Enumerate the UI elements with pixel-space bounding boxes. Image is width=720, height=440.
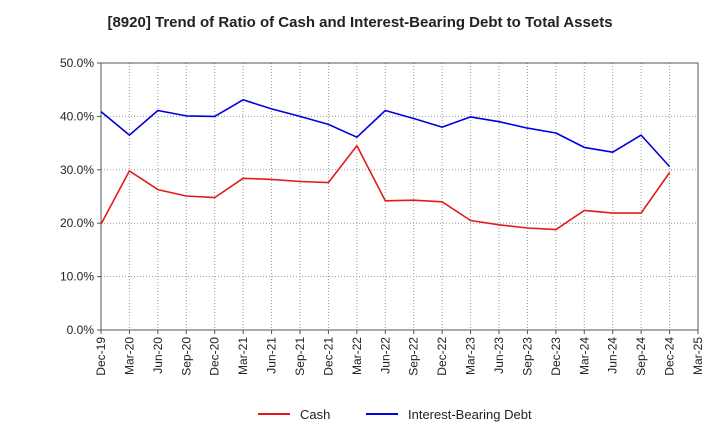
x-tick-label: Mar-21 [236, 337, 250, 375]
x-tick-label: Jun-22 [378, 337, 392, 374]
x-tick-label: Mar-22 [350, 337, 364, 375]
series-lines [100, 99, 671, 231]
x-tick-label: Jun-24 [606, 337, 620, 374]
x-tick-label: Dec-21 [321, 337, 335, 376]
legend: Cash Interest-Bearing Debt [258, 407, 532, 422]
x-tick-label: Mar-20 [122, 337, 136, 375]
x-tick-label: Sep-21 [293, 337, 307, 376]
x-tick-label: Mar-25 [691, 337, 705, 375]
y-tick-label: 40.0% [60, 109, 94, 123]
series-line-cash [100, 145, 671, 231]
y-tick-label: 0.0% [67, 323, 95, 337]
x-tick-label: Jun-21 [265, 337, 279, 374]
x-tick-label: Dec-19 [94, 337, 108, 376]
chart-title: [8920] Trend of Ratio of Cash and Intere… [107, 14, 613, 31]
y-tick-label: 20.0% [60, 216, 94, 230]
x-tick-label: Dec-22 [435, 337, 449, 376]
x-tick-label: Sep-20 [179, 337, 193, 376]
x-tick-label: Dec-20 [208, 337, 222, 376]
y-tick-label: 30.0% [60, 163, 94, 177]
x-axis-ticks: Dec-19 Mar-20 Jun-20 Sep-20 Dec-20 Mar-21 Jun-… [94, 330, 705, 376]
y-tick-label: 10.0% [60, 270, 94, 284]
y-axis-ticks: 0.0% 10.0% 20.0% 30.0% 40.0% 50.0% [60, 56, 101, 337]
y-tick-label: 50.0% [60, 56, 94, 70]
legend-label-interest-bearing-debt: Interest-Bearing Debt [408, 407, 532, 422]
x-tick-label: Mar-24 [577, 337, 591, 375]
series-line-interest-bearing-debt [100, 99, 671, 168]
x-tick-label: Jun-23 [492, 337, 506, 374]
x-tick-label: Jun-20 [151, 337, 165, 374]
x-tick-label: Mar-23 [464, 337, 478, 375]
legend-label-cash: Cash [300, 407, 330, 422]
plot-area-frame [100, 62, 699, 331]
x-tick-label: Sep-23 [520, 337, 534, 376]
x-tick-label: Sep-24 [634, 337, 648, 376]
x-tick-label: Dec-24 [663, 337, 677, 376]
x-tick-label: Sep-22 [407, 337, 421, 376]
x-tick-label: Dec-23 [549, 337, 563, 376]
